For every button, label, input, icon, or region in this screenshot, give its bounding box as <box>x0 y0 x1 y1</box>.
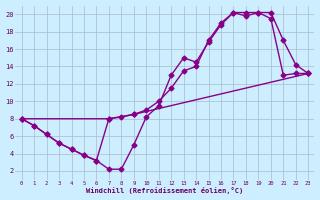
X-axis label: Windchill (Refroidissement éolien,°C): Windchill (Refroidissement éolien,°C) <box>86 187 244 194</box>
